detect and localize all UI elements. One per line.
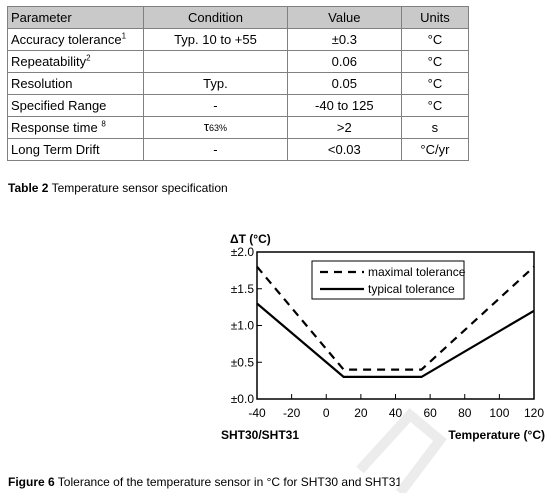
table-row: Specified Range - -40 to 125 °C <box>6 94 470 117</box>
x-tick-label: 40 <box>389 406 403 420</box>
cell-units: s <box>400 116 470 139</box>
cell-parameter: Response time 8 <box>6 116 145 139</box>
x-tick-label: 80 <box>458 406 472 420</box>
tau-subscript: 63% <box>209 123 228 133</box>
parameter-text: Accuracy tolerance <box>11 32 122 47</box>
legend-label: typical tolerance <box>368 282 455 296</box>
cell-value: 0.05 <box>286 72 402 95</box>
table-header-row: Parameter Condition Value Units <box>6 6 470 29</box>
legend-label: maximal tolerance <box>368 265 466 279</box>
y-tick-label: ±0.5 <box>231 355 255 369</box>
figure-caption: Figure 6 Tolerance of the temperature se… <box>8 475 402 489</box>
footnote-mark: 8 <box>101 119 106 129</box>
footnote-mark: 2 <box>86 53 91 63</box>
cell-value: -40 to 125 <box>286 94 402 117</box>
cell-condition: - <box>143 94 288 117</box>
cell-parameter: Specified Range <box>6 94 145 117</box>
typical-tolerance-line <box>256 302 535 378</box>
cell-condition: Typ. 10 to +55 <box>143 28 288 51</box>
maximal-tolerance-line <box>256 265 535 371</box>
cell-units: °C <box>400 28 470 51</box>
figure-caption-text: Tolerance of the temperature sensor in °… <box>54 475 403 489</box>
x-tick-label: 20 <box>354 406 368 420</box>
y-axis-label: ΔT (°C) <box>230 232 271 246</box>
y-tick-label: ±0.0 <box>231 392 255 406</box>
cell-parameter: Accuracy tolerance1 <box>6 28 145 51</box>
temperature-spec-table: Parameter Condition Value Units Accuracy… <box>6 6 470 161</box>
header-parameter: Parameter <box>6 6 145 29</box>
cell-value: <0.03 <box>286 138 402 161</box>
x-axis-label: Temperature (°C) <box>448 428 545 442</box>
cell-units: °C <box>400 94 470 117</box>
legend-box <box>311 260 465 300</box>
table-row: Resolution Typ. 0.05 °C <box>6 72 470 95</box>
cell-value: ±0.3 <box>286 28 402 51</box>
cell-value: >2 <box>286 116 402 139</box>
parameter-text: Response time <box>11 120 102 135</box>
x-tick-label: 0 <box>323 406 330 420</box>
y-tick-label: ±1.5 <box>231 282 255 296</box>
figure-caption-label: Figure 6 <box>8 475 55 489</box>
header-value: Value <box>286 6 402 29</box>
header-condition: Condition <box>143 6 288 29</box>
cell-condition: τ63% <box>143 116 288 139</box>
parameter-text: Long Term Drift <box>11 142 100 157</box>
y-tick-label: ±1.0 <box>231 319 255 333</box>
cell-units: °C/yr <box>400 138 470 161</box>
x-tick-label: -40 <box>248 406 266 420</box>
table-caption: Table 2 Temperature sensor specification <box>8 181 228 195</box>
tau-symbol: τ <box>203 119 210 134</box>
table-caption-text: Temperature sensor specification <box>48 181 228 195</box>
table-row: Response time 8 τ63% >2 s <box>6 116 470 139</box>
sensor-label: SHT30/SHT31 <box>221 428 299 442</box>
cell-parameter: Long Term Drift <box>6 138 145 161</box>
table-row: Repeatability2 0.06 °C <box>6 50 470 73</box>
x-tick-label: 120 <box>524 406 544 420</box>
tolerance-chart: ±0.0 ±0.5 ±1.0 ±1.5 ±2.0 -40 -20 0 20 40 60 80 100 12… <box>221 232 545 442</box>
x-tick-label: -20 <box>283 406 301 420</box>
cell-parameter: Resolution <box>6 72 145 95</box>
cell-parameter: Repeatability2 <box>6 50 145 73</box>
cell-value: 0.06 <box>286 50 402 73</box>
x-tick-label: 100 <box>489 406 509 420</box>
x-tick-label: 60 <box>423 406 437 420</box>
table-caption-label: Table 2 <box>8 181 49 195</box>
parameter-text: Specified Range <box>11 98 107 113</box>
parameter-text: Repeatability <box>11 54 87 69</box>
cell-condition <box>143 50 288 73</box>
table-row: Accuracy tolerance1 Typ. 10 to +55 ±0.3 … <box>6 28 470 51</box>
header-units: Units <box>400 6 470 29</box>
cell-units: °C <box>400 50 470 73</box>
y-tick-label: ±2.0 <box>231 245 255 259</box>
cell-condition: - <box>143 138 288 161</box>
table-row: Long Term Drift - <0.03 °C/yr <box>6 138 470 161</box>
footnote-mark: 1 <box>121 31 127 41</box>
cell-units: °C <box>400 72 470 95</box>
parameter-text: Resolution <box>11 76 73 91</box>
cell-condition: Typ. <box>143 72 288 95</box>
